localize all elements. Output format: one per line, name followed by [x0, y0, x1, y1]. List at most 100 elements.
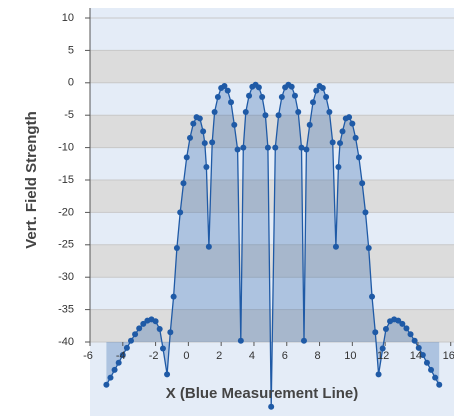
data-point [275, 112, 282, 119]
x-tick-label: 16 [443, 350, 454, 362]
data-point [323, 94, 330, 101]
band [90, 50, 454, 83]
x-tick-label: 2 [216, 350, 222, 362]
x-tick-label: -2 [149, 350, 159, 362]
data-point [326, 108, 333, 115]
x-tick-label: 12 [377, 350, 389, 362]
data-point [288, 83, 295, 90]
data-point [428, 366, 435, 373]
data-point [111, 366, 118, 373]
band [90, 244, 454, 278]
data-point [214, 94, 221, 101]
data-point [268, 403, 275, 410]
data-point [436, 381, 443, 388]
data-point [255, 84, 262, 91]
plot-area [103, 81, 443, 410]
data-point [395, 317, 402, 324]
data-point [411, 337, 418, 344]
data-point [190, 120, 197, 127]
data-point [246, 92, 253, 99]
x-tick-label: 4 [249, 350, 255, 362]
data-point [329, 139, 336, 146]
data-point [298, 144, 305, 151]
data-point [164, 371, 171, 378]
data-point [136, 325, 143, 332]
data-point [362, 209, 369, 216]
data-point [228, 99, 235, 106]
y-tick-label: -35 [58, 304, 74, 316]
data-point [183, 154, 190, 161]
data-point [432, 374, 439, 381]
x-tick-label: 10 [344, 350, 356, 362]
data-point [205, 243, 212, 250]
data-point [231, 121, 238, 128]
x-tick-label: -4 [116, 350, 126, 362]
data-point [291, 92, 298, 99]
data-point [196, 115, 203, 122]
data-point [346, 114, 353, 121]
data-point [173, 245, 180, 252]
data-point [337, 140, 344, 147]
data-point [152, 318, 159, 325]
data-point [259, 94, 266, 101]
area-fill [106, 84, 440, 407]
x-tick-label: 6 [282, 350, 288, 362]
data-point [107, 374, 114, 381]
y-tick-label: -20 [58, 206, 74, 218]
data-point [187, 134, 194, 141]
data-point [272, 144, 279, 151]
data-point [278, 94, 285, 101]
data-point [127, 337, 134, 344]
data-point [159, 345, 166, 352]
data-point [201, 140, 208, 147]
data-point [242, 108, 249, 115]
x-tick-label: -6 [83, 350, 93, 362]
data-point [200, 128, 207, 135]
band [90, 115, 454, 148]
data-point [403, 325, 410, 332]
data-point [237, 337, 244, 344]
data-point [319, 84, 326, 91]
data-point [399, 320, 406, 327]
data-point [115, 359, 122, 366]
y-tick-label: -10 [58, 142, 74, 154]
data-point [359, 180, 366, 187]
data-point [332, 243, 339, 250]
data-point [167, 329, 174, 336]
y-tick-label: -30 [58, 271, 74, 283]
data-point [369, 293, 376, 300]
data-point [103, 381, 110, 388]
data-point [224, 87, 231, 94]
x-tick-label: 14 [410, 350, 422, 362]
data-point [209, 139, 216, 146]
data-point [335, 164, 342, 171]
data-point [339, 128, 346, 135]
y-tick-label: -15 [58, 174, 74, 186]
data-point [262, 112, 269, 119]
plot-background [90, 8, 454, 416]
data-point [264, 144, 271, 151]
data-point [240, 144, 247, 151]
data-point [309, 99, 316, 106]
data-point [119, 351, 126, 358]
data-point [306, 121, 313, 128]
y-tick-label: 5 [68, 44, 74, 56]
y-tick-label: 10 [62, 12, 74, 24]
data-point [211, 108, 218, 115]
band [90, 180, 454, 213]
data-point [177, 209, 184, 216]
data-point [379, 345, 386, 352]
data-point [375, 371, 382, 378]
data-point [365, 245, 372, 252]
data-point [372, 329, 379, 336]
data-point [349, 120, 356, 127]
data-point [156, 326, 163, 333]
data-point [170, 293, 177, 300]
x-tick-label: 8 [314, 350, 320, 362]
data-point [303, 146, 310, 153]
data-point [355, 154, 362, 161]
data-point [313, 87, 320, 94]
data-point [203, 164, 210, 171]
